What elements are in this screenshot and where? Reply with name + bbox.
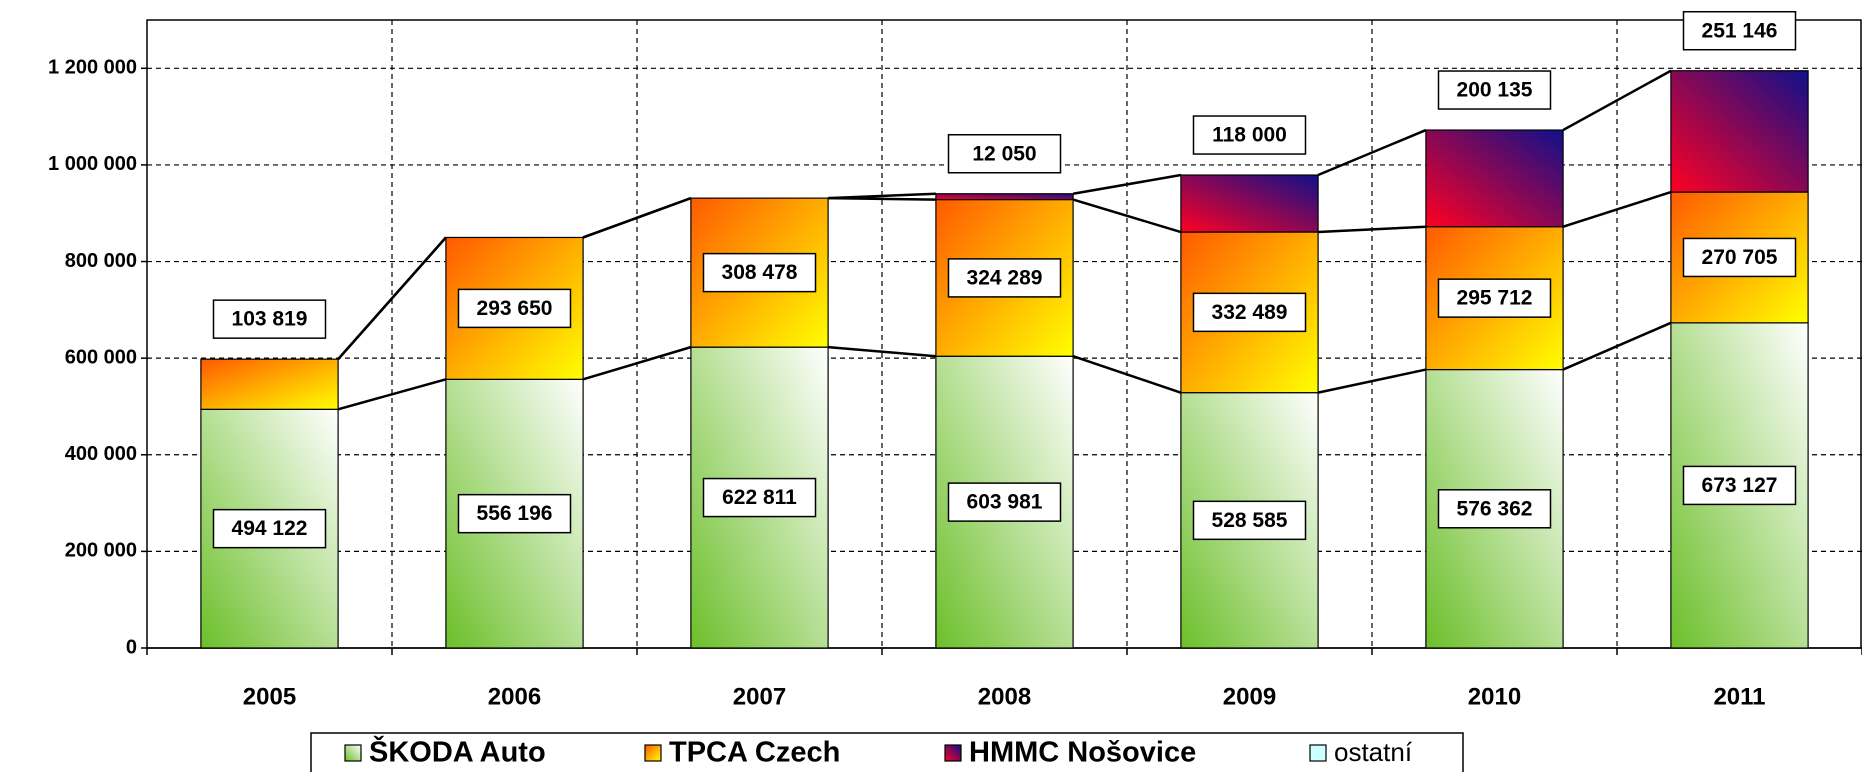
x-tick-label: 2010: [1468, 683, 1521, 710]
y-tick-label: 600 000: [65, 346, 137, 368]
label-box: [947, 482, 1062, 522]
connector: [582, 345, 692, 381]
connector: [1317, 368, 1427, 394]
legend-label: TPCA Czech: [669, 737, 840, 769]
connector: [1317, 128, 1427, 177]
bar-segment: [200, 358, 339, 410]
bar-segment: [1425, 129, 1564, 228]
label-box: [212, 299, 327, 339]
value-label: 200 135: [1457, 79, 1533, 102]
connector: [1072, 198, 1182, 234]
label-box: [947, 258, 1062, 298]
legend-swatch: [1309, 744, 1327, 762]
legend-label: ostatní: [1334, 737, 1413, 767]
legend-label: HMMC Nošovice: [969, 737, 1196, 769]
y-tick-label: 1 200 000: [48, 57, 137, 79]
connector: [582, 196, 692, 239]
label-box: [1437, 70, 1552, 110]
connector: [337, 378, 447, 411]
legend-swatch: [344, 744, 362, 762]
value-label: 556 196: [477, 502, 553, 525]
label-box: [702, 252, 817, 293]
label-box: [1682, 10, 1797, 51]
label-box: [947, 134, 1062, 174]
y-tick-label: 1 000 000: [48, 153, 137, 175]
bar-segment: [935, 193, 1074, 201]
value-label: 103 819: [232, 308, 308, 331]
value-label: 251 146: [1702, 19, 1778, 42]
bar-segment: [1180, 174, 1319, 233]
connector: [1072, 355, 1182, 394]
x-tick-label: 2006: [488, 683, 541, 710]
value-label: 603 981: [967, 491, 1043, 514]
value-label: 622 811: [722, 486, 797, 509]
y-tick-label: 200 000: [65, 540, 137, 562]
label-box: [1192, 292, 1307, 333]
label-box: [212, 508, 327, 549]
legend-swatch: [644, 744, 662, 762]
value-label: 528 585: [1212, 509, 1288, 532]
y-tick-label: 800 000: [65, 250, 137, 272]
value-label: 295 712: [1457, 287, 1533, 310]
x-tick-label: 2005: [243, 683, 296, 710]
value-label: 270 705: [1702, 246, 1778, 269]
value-label: 673 127: [1702, 474, 1778, 497]
y-tick-label: 400 000: [65, 443, 137, 465]
x-tick-label: 2009: [1223, 683, 1276, 710]
connector: [1562, 69, 1672, 132]
value-label: 332 489: [1212, 301, 1288, 324]
value-label: 494 122: [232, 517, 308, 540]
label-box: [457, 493, 572, 534]
value-label: 12 050: [972, 142, 1036, 165]
label-box: [1437, 489, 1552, 529]
value-label: 293 650: [477, 297, 553, 320]
connector: [337, 236, 447, 360]
label-box: [1682, 465, 1797, 506]
value-label: 576 362: [1457, 497, 1533, 520]
connector: [827, 345, 937, 358]
legend-swatch: [944, 744, 962, 762]
legend-box: [310, 732, 1464, 772]
x-tick-label: 2008: [978, 683, 1031, 710]
value-label: 118 000: [1212, 124, 1287, 147]
value-label: 324 289: [967, 266, 1043, 289]
connector: [1318, 225, 1426, 234]
connector: [1072, 173, 1182, 195]
connector: [1562, 321, 1672, 371]
y-tick-label: 0: [126, 636, 137, 658]
connector: [1562, 190, 1672, 228]
label-box: [1437, 278, 1552, 318]
label-box: [1192, 115, 1307, 155]
label-box: [1192, 500, 1307, 541]
x-tick-label: 2011: [1713, 683, 1765, 710]
label-box: [457, 288, 572, 329]
connector: [828, 192, 936, 200]
label-box: [1682, 237, 1797, 278]
legend-label: ŠKODA Auto: [369, 735, 546, 769]
label-box: [702, 477, 817, 518]
value-label: 308 478: [722, 261, 798, 284]
bar-segment: [1670, 70, 1809, 193]
x-tick-label: 2007: [733, 683, 786, 710]
